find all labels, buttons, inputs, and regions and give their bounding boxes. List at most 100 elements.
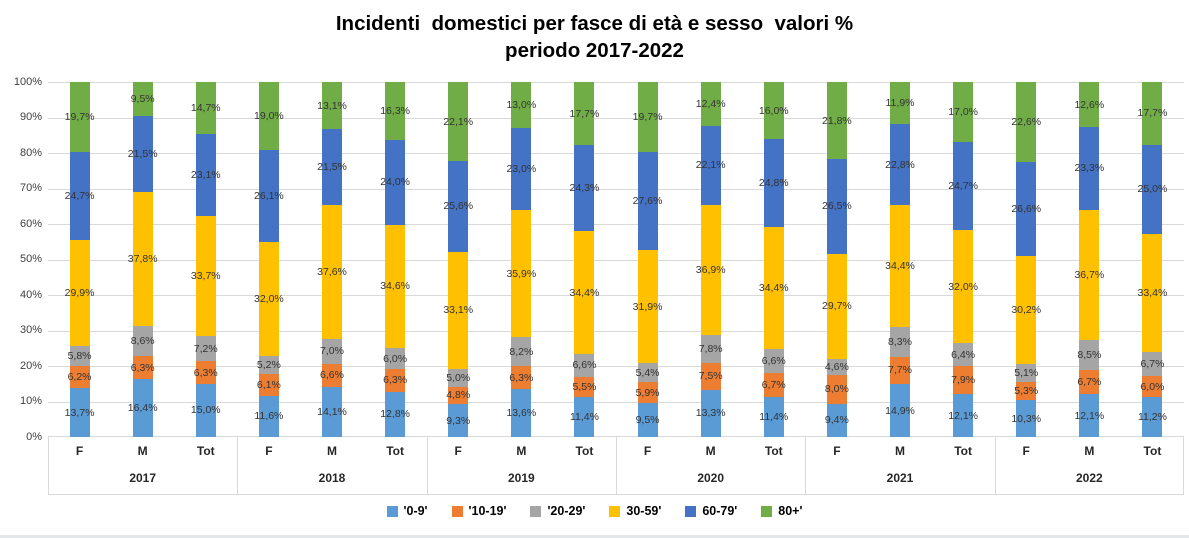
- data-label: 8,3%: [888, 335, 912, 348]
- category-label: M: [1084, 444, 1095, 458]
- data-label: 8,5%: [1077, 348, 1102, 361]
- data-label: 31,9%: [632, 300, 663, 313]
- axis-group-separator: [805, 437, 806, 495]
- data-label: 26,5%: [821, 200, 852, 213]
- axis-group-separator: [616, 437, 617, 495]
- y-axis: 100% 90% 80% 70% 60% 50% 40% 30% 20% 10% 0%: [0, 76, 44, 443]
- category-label: F: [1022, 444, 1030, 458]
- category-label: M: [516, 444, 527, 458]
- legend-swatch: [685, 505, 697, 517]
- bar-segment: 12,1%: [948, 394, 978, 437]
- data-label: 26,6%: [1011, 203, 1042, 216]
- bar-segment: 17,0%: [948, 81, 978, 143]
- legend-item: 80+': [761, 504, 802, 518]
- data-label: 21,5%: [127, 147, 158, 160]
- bar-segment: 12,4%: [696, 82, 726, 127]
- bar-segment: 36,9%: [696, 204, 726, 336]
- bar-segment: 26,1%: [254, 149, 284, 243]
- data-label: 9,5%: [130, 92, 155, 105]
- bar-segment: 22,1%: [696, 126, 726, 205]
- bar-segment: 10,3%: [1011, 400, 1041, 437]
- bar-segment: 6,1%: [257, 374, 281, 396]
- category-label: F: [75, 444, 84, 458]
- stacked-bar: 9,3% 4,8% 5,0% 33,1% 25,6% 22,1%: [443, 82, 473, 437]
- bar-segment: 11,4%: [759, 396, 788, 437]
- legend-swatch: [761, 505, 773, 517]
- bar-segment: 11,6%: [254, 395, 283, 437]
- category-label: F: [454, 444, 462, 458]
- category-label: F: [265, 444, 273, 458]
- category-label: M: [326, 444, 337, 458]
- bar-segment: 5,8%: [68, 345, 92, 367]
- bar-segment: 9,3%: [446, 404, 471, 437]
- data-label: 12,8%: [380, 408, 410, 421]
- legend-item: '0-9': [386, 504, 428, 518]
- data-label: 6,2%: [67, 371, 92, 384]
- data-label: 8,2%: [509, 345, 534, 358]
- data-label: 16,4%: [127, 401, 158, 414]
- bar-segment: 4,8%: [446, 386, 470, 404]
- data-label: 33,4%: [1137, 286, 1168, 299]
- data-label: 27,6%: [632, 194, 663, 207]
- chart-title-line2: periodo 2017-2022: [505, 39, 684, 62]
- category-label: F: [643, 444, 652, 458]
- data-label: 5,4%: [635, 366, 660, 379]
- data-label: 34,4%: [885, 260, 915, 273]
- bar-segment: 8,3%: [888, 327, 912, 357]
- data-label: 5,3%: [1014, 384, 1039, 397]
- bar-segment: 11,2%: [1138, 397, 1167, 437]
- gridline: [48, 366, 1184, 367]
- year-label: 2022: [1075, 471, 1103, 485]
- bar-segment: 32,0%: [948, 229, 978, 344]
- data-label: 11,4%: [569, 410, 599, 423]
- bar-segment: 24,3%: [570, 145, 599, 232]
- stacked-bar: 11,6% 6,1% 5,2% 32,0% 26,1% 19,0%: [254, 82, 284, 437]
- category-label: F: [833, 444, 841, 458]
- bar-segment: 7,5%: [699, 363, 723, 390]
- bar-segment: 30,2%: [1011, 256, 1041, 364]
- data-label: 5,2%: [256, 358, 281, 371]
- data-label: 6,3%: [383, 374, 408, 387]
- bar-segment: 21,5%: [128, 115, 158, 192]
- stacked-bar: 15,0% 6,3% 7,2% 33,7% 23,1% 14,7%: [191, 82, 221, 437]
- legend-item: 60-79': [685, 504, 737, 518]
- bar-segment: 13,6%: [506, 388, 536, 437]
- stacked-bar: 9,4% 8,0% 4,6% 29,7% 26,5% 21,8%: [822, 82, 852, 437]
- data-label: 22,1%: [695, 159, 726, 172]
- bar-segment: 14,9%: [885, 384, 915, 437]
- data-label: 9,3%: [446, 414, 471, 427]
- axis-group-separator: [48, 437, 49, 495]
- data-label: 17,7%: [569, 107, 600, 120]
- gridline: [48, 402, 1184, 403]
- bar-segment: 6,7%: [1140, 352, 1164, 376]
- data-label: 25,0%: [1137, 182, 1168, 195]
- legend-label: 30-59': [626, 504, 662, 518]
- category-label: Tot: [1143, 444, 1162, 458]
- bar-segment: 29,7%: [822, 253, 852, 359]
- gridline: [48, 436, 1184, 437]
- bar-segment: 25,0%: [1138, 144, 1167, 234]
- data-label: 5,9%: [635, 386, 660, 399]
- stacked-bar: 11,4% 6,7% 6,6% 34,4% 24,8% 16,0%: [759, 82, 789, 437]
- bar-segment: 7,8%: [698, 335, 723, 364]
- data-label: 30,2%: [1011, 303, 1042, 316]
- data-label: 6,6%: [572, 359, 597, 372]
- bar-segment: 8,0%: [825, 375, 849, 404]
- data-label: 7,8%: [698, 343, 723, 356]
- category-label: M: [894, 444, 905, 458]
- year-label: 2019: [507, 471, 535, 485]
- category-label: Tot: [575, 444, 594, 458]
- data-label: 25,6%: [443, 200, 474, 213]
- y-axis-tick-label: 10%: [19, 395, 42, 407]
- bar-segment: 12,8%: [380, 391, 410, 437]
- y-axis-tick-label: 70%: [19, 182, 42, 194]
- bar-segment: 26,5%: [822, 159, 852, 254]
- stacked-bar: 13,7% 6,2% 5,8% 29,9% 24,7% 19,7%: [65, 82, 94, 437]
- data-label: 24,7%: [948, 179, 978, 192]
- gridline: [48, 82, 1184, 83]
- category-label: Tot: [386, 444, 404, 458]
- bar-segment: 24,8%: [759, 139, 789, 228]
- bar-segment: 34,4%: [759, 227, 789, 350]
- bar-segment: 13,1%: [317, 82, 347, 129]
- gridline: [48, 260, 1184, 261]
